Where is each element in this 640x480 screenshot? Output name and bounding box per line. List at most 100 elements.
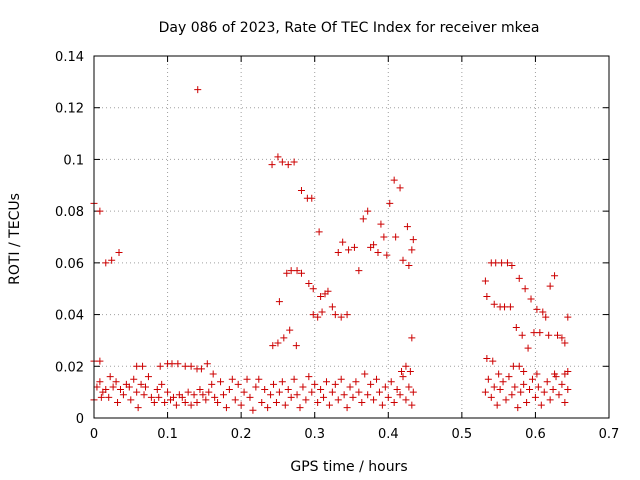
data-point xyxy=(355,267,363,275)
data-point xyxy=(392,233,400,241)
data-point xyxy=(272,398,280,406)
data-point xyxy=(202,396,210,404)
data-point xyxy=(380,233,388,241)
data-point xyxy=(96,378,104,386)
data-point xyxy=(564,367,572,375)
x-tick-label: 0.5 xyxy=(452,427,473,442)
data-point xyxy=(305,373,313,381)
data-point xyxy=(269,342,277,350)
data-point xyxy=(106,373,114,381)
data-point xyxy=(530,329,538,337)
data-point xyxy=(102,386,110,394)
y-axis-label: ROTI / TECUs xyxy=(7,193,23,285)
data-point xyxy=(554,331,561,339)
data-point xyxy=(409,388,417,396)
data-point xyxy=(515,362,523,370)
data-point xyxy=(512,324,520,331)
data-point xyxy=(331,380,339,388)
data-point xyxy=(190,391,198,399)
data-point xyxy=(533,370,541,378)
data-point xyxy=(386,199,394,207)
data-point xyxy=(290,375,298,383)
data-point xyxy=(214,398,222,406)
data-point xyxy=(153,386,161,394)
data-point xyxy=(384,393,392,401)
data-point xyxy=(387,378,395,386)
data-point xyxy=(168,360,176,368)
data-point xyxy=(119,391,127,399)
data-point xyxy=(246,393,254,401)
data-point xyxy=(515,274,523,282)
data-point xyxy=(496,386,504,394)
data-point xyxy=(155,393,163,401)
data-point xyxy=(209,370,217,378)
data-point xyxy=(343,404,351,412)
data-point xyxy=(483,292,491,300)
data-point xyxy=(408,401,416,409)
data-point xyxy=(543,378,551,386)
data-point xyxy=(142,383,149,391)
data-point xyxy=(396,184,404,192)
tick-labels: 0 0.1 0.2 0.3 0.4 0.5 0.6 0.7 0 0.02 0.04 0.06 0.08 0… xyxy=(55,50,619,442)
data-point xyxy=(105,393,113,401)
data-point xyxy=(181,362,189,370)
data-point xyxy=(281,401,289,409)
data-point xyxy=(208,380,216,388)
data-point xyxy=(370,396,378,404)
y-tick-label: 0.02 xyxy=(55,360,84,375)
data-point xyxy=(325,401,333,409)
x-tick-label: 0.6 xyxy=(525,427,546,442)
data-point xyxy=(217,378,225,386)
data-point xyxy=(378,401,386,409)
data-point xyxy=(314,313,322,321)
data-point xyxy=(309,285,317,293)
data-point xyxy=(287,267,295,275)
data-point xyxy=(514,404,522,412)
data-point xyxy=(196,386,204,394)
data-point xyxy=(161,398,169,406)
data-point xyxy=(536,329,544,337)
data-point xyxy=(334,396,342,404)
data-point xyxy=(320,393,328,401)
data-point xyxy=(203,360,211,368)
x-axis-label: GPS time / hours xyxy=(290,459,407,475)
data-point xyxy=(399,256,407,264)
data-point xyxy=(318,308,326,316)
data-point xyxy=(108,256,116,264)
data-point xyxy=(222,404,230,412)
data-point xyxy=(489,357,497,365)
data-point xyxy=(181,398,189,406)
data-point xyxy=(268,161,276,169)
data-point xyxy=(506,303,514,311)
data-point xyxy=(228,375,236,383)
data-point xyxy=(533,305,541,313)
y-tick-label: 0.08 xyxy=(55,205,84,220)
data-point xyxy=(558,380,566,388)
data-point xyxy=(367,380,375,388)
x-tick-label: 0.7 xyxy=(599,427,620,442)
data-point xyxy=(561,339,569,347)
data-point xyxy=(481,277,489,285)
data-point xyxy=(287,393,295,401)
data-point xyxy=(197,365,205,373)
data-point xyxy=(297,269,305,277)
data-point xyxy=(317,386,325,394)
data-point xyxy=(402,396,410,404)
data-point xyxy=(174,360,182,368)
data-point xyxy=(317,292,325,300)
data-point xyxy=(343,311,351,319)
data-point xyxy=(308,388,316,396)
data-point xyxy=(249,406,257,414)
data-point xyxy=(219,391,227,399)
chart-title: Day 086 of 2023, Rate Of TEC Index for r… xyxy=(159,20,540,36)
data-point xyxy=(493,401,501,409)
data-point xyxy=(240,388,248,396)
data-point xyxy=(364,391,372,399)
data-point xyxy=(137,380,145,388)
data-point xyxy=(359,215,367,223)
data-point xyxy=(193,398,201,406)
data-point xyxy=(134,404,142,412)
data-point xyxy=(520,380,528,388)
data-point xyxy=(402,362,410,370)
data-point xyxy=(308,194,316,202)
